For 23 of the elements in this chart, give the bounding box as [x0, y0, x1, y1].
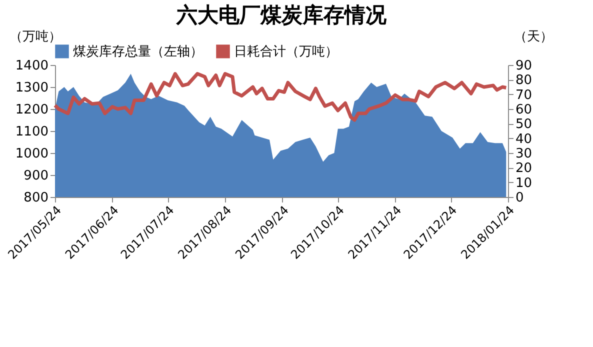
y-tick-label: 800 — [24, 190, 48, 206]
chart-title: 六大电厂煤炭库存情况 — [176, 3, 388, 27]
y-tick-label: 900 — [24, 168, 48, 184]
y-axis-title: （万吨） — [10, 30, 62, 44]
y-tick-label: 1400 — [15, 58, 48, 74]
y2-tick-label: 80 — [516, 73, 532, 88]
y2-tick-label: 20 — [516, 161, 532, 176]
y2-tick-label: 30 — [516, 146, 532, 162]
y-tick-label: 1200 — [15, 102, 48, 118]
legend-label: 煤炭库存总量（左轴） — [73, 44, 203, 60]
y2-tick-label: 0 — [516, 190, 524, 206]
y2-tick-label: 90 — [516, 58, 532, 74]
y2-tick-label: 50 — [516, 117, 532, 132]
y-tick-label: 1300 — [15, 80, 48, 96]
y-tick-label: 1000 — [15, 146, 48, 162]
y2-tick-label: 40 — [516, 132, 532, 147]
legend-label: 日耗合计（万吨） — [234, 44, 338, 60]
y2-axis-title: （天） — [514, 30, 553, 44]
y2-tick-label: 60 — [516, 102, 532, 118]
y-tick-label: 1100 — [15, 124, 48, 140]
line-series — [53, 72, 508, 122]
y2-tick-label: 70 — [516, 88, 532, 103]
y2-tick-label: 10 — [516, 176, 532, 191]
